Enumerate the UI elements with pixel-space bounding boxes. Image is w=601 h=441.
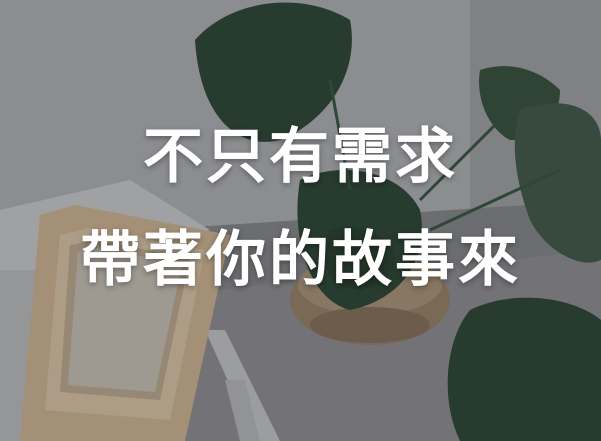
plant-stems	[328, 79, 561, 232]
headline-line-1: 不只有需求	[143, 122, 458, 192]
picture-frame	[20, 205, 230, 441]
headline-line-2: 帶著你的故事來	[80, 225, 521, 295]
